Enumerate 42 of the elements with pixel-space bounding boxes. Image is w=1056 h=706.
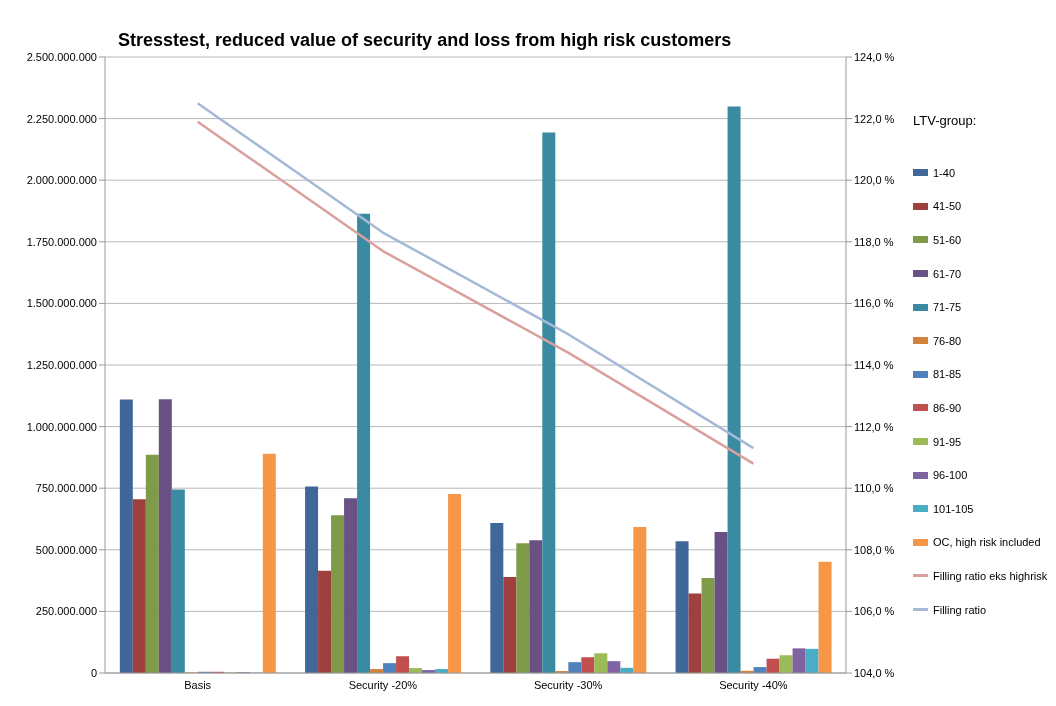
legend-label: 86-90	[933, 401, 962, 414]
y-tick-label: 0	[90, 666, 97, 679]
legend-label: 41-50	[933, 200, 962, 213]
legend-label: 1-40	[933, 166, 956, 179]
y-tick-label: 2.250.000.000	[26, 112, 97, 125]
y2-tick-label: 106,0 %	[854, 605, 895, 618]
x-tick-label: Basis	[184, 678, 212, 691]
legend-label: 101-105	[933, 502, 974, 515]
y2-tick-label: 112,0 %	[854, 420, 894, 433]
legend-label: 96-100	[933, 469, 968, 482]
x-tick-label: Security -30%	[533, 678, 603, 691]
legend-label: 51-60	[933, 233, 962, 246]
y2-tick-label: 114,0 %	[854, 358, 894, 371]
y2-tick-label: 104,0 %	[854, 666, 895, 679]
y2-tick-label: 110,0 %	[854, 482, 894, 495]
y-tick-label: 250.000.000	[35, 605, 97, 618]
x-tick-label: Security -20%	[348, 678, 418, 691]
legend-label: 61-70	[933, 267, 962, 280]
y-tick-label: 500.000.000	[35, 543, 97, 556]
legend-label: 81-85	[933, 368, 962, 381]
y2-tick-label: 122,0 %	[854, 112, 895, 125]
y-tick-label: 1.500.000.000	[26, 297, 97, 310]
legend-label: 76-80	[933, 334, 962, 347]
legend-label: 91-95	[933, 435, 962, 448]
y-tick-label: 1.250.000.000	[26, 358, 97, 371]
y2-tick-label: 118,0 %	[854, 235, 894, 248]
x-tick-label: Security -40%	[719, 678, 788, 691]
y2-tick-label: 116,0 %	[854, 297, 894, 310]
y2-tick-label: 120,0 %	[854, 174, 895, 187]
legend-label: OC, high risk included	[933, 536, 1041, 549]
legend-label: 71-75	[933, 301, 962, 314]
legend-label: Filling ratio eks highrisk	[933, 569, 1048, 582]
y-tick-label: 750.000.000	[35, 482, 97, 495]
y2-tick-label: 124,0 %	[854, 50, 895, 63]
y-tick-label: 2.000.000.000	[26, 174, 97, 187]
y-tick-label: 2.500.000.000	[26, 50, 97, 63]
legend-title: LTV-group:	[913, 113, 978, 128]
y2-tick-label: 108,0 %	[854, 543, 895, 556]
y-tick-label: 1.000.000.000	[26, 420, 97, 433]
y-tick-label: 1.750.000.000	[26, 235, 97, 248]
legend-label: Filling ratio	[933, 603, 987, 616]
chart-title: Stresstest, reduced value of security and loss from high risk customers	[118, 30, 732, 51]
